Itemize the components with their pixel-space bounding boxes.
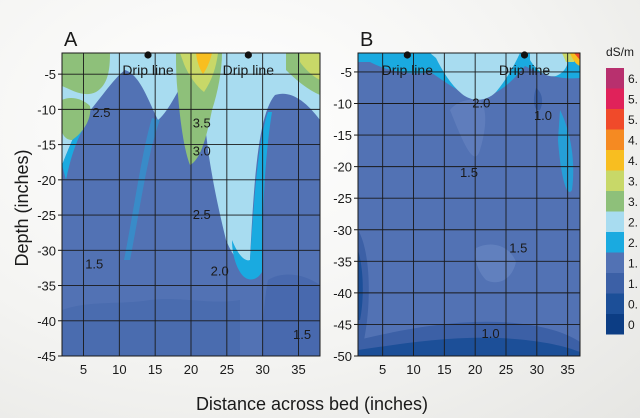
panel-a-contour-labels: 2.5 3.5 3.0 2.5 2.0 1.5 1.5 — [85, 105, 311, 342]
legend-label: 5. — [628, 113, 638, 127]
panel-a-y-tick-label: -30 — [37, 243, 56, 258]
legend-label: 1. — [628, 277, 638, 291]
x-axis-title: Distance across bed (inches) — [196, 394, 428, 414]
panel-b-y-tick-label: -10 — [333, 97, 352, 112]
contour-value-label: 2.0 — [211, 263, 229, 278]
panel-a-x-tick-label: 25 — [220, 362, 234, 377]
legend-label: 3. — [628, 175, 638, 189]
legend-label: 2. — [628, 236, 638, 250]
legend-swatch — [606, 109, 624, 130]
contour-value-label: 2.0 — [472, 96, 490, 111]
legend-label: 3. — [628, 195, 638, 209]
panel-a-y-tick-label: -25 — [37, 208, 56, 223]
drip-line-label: Drip line — [382, 62, 434, 78]
panel-a-y-tick-label: -20 — [37, 173, 56, 188]
colorbar-legend: dS/m 6. 5. 5. 4. 4. 3. 3. 2. 2. 1. 1. 0. 0 — [606, 45, 638, 335]
panel-b-x-tick-label: 30 — [530, 362, 544, 377]
panel-a-grid — [62, 53, 320, 357]
panel-a: 5 10 15 20 25 30 35-5-10-15-20-25-30-35-40-45 … — [37, 29, 321, 377]
contour-value-label: 3.5 — [193, 115, 211, 130]
panel-b-y-tick-label: -40 — [333, 286, 352, 301]
panel-a-y-tick-label: -40 — [37, 314, 56, 329]
panel-a-x-tick-label: 5 — [80, 362, 87, 377]
drip-line-label: Drip line — [499, 62, 551, 78]
panel-b-x-tick-label: 10 — [406, 362, 420, 377]
drip-line-marker — [144, 51, 152, 59]
legend-swatch — [606, 191, 624, 212]
panel-b-grid — [358, 53, 580, 357]
panel-b-y-tick-label: -20 — [333, 160, 352, 175]
drip-line-label: Drip line — [122, 62, 174, 78]
contour-value-label: 2.5 — [193, 207, 211, 222]
panel-b-axes: 5 10 15 20 25 30 35 -5 -10 -15 -20 -25 -30 -35 -40 -45 -… — [333, 65, 575, 377]
contour-value-label: 2.5 — [92, 105, 110, 120]
legend-swatch — [606, 88, 624, 109]
legend-swatch — [606, 232, 624, 253]
legend-label: 4. — [628, 154, 638, 168]
legend-swatch — [606, 129, 624, 150]
panel-b-y-tick-label: -45 — [333, 317, 352, 332]
panel-b-y-tick-label: -5 — [340, 65, 352, 80]
panel-b-x-tick-label: 15 — [437, 362, 451, 377]
panel-a-x-tick-label: 10 — [112, 362, 126, 377]
legend-swatch — [606, 293, 624, 314]
drip-line-marker — [403, 51, 411, 59]
legend-label: 0. — [628, 298, 638, 312]
contour-value-label: 1.0 — [534, 108, 552, 123]
panel-b-x-tick-label: 35 — [560, 362, 574, 377]
panel-a-label: A — [64, 29, 78, 51]
legend-swatch — [606, 273, 624, 294]
panel-b: 5 10 15 20 25 30 35 -5 -10 -15 -20 -25 -30 -35 -40 -45 -… — [333, 29, 581, 377]
panel-b-y-tick-label: -35 — [333, 254, 352, 269]
legend-swatch — [606, 150, 624, 171]
panel-a-y-tick-label: -10 — [37, 102, 56, 117]
panel-b-drip-lines: Drip line Drip line — [382, 51, 551, 78]
panel-b-label: B — [360, 29, 373, 51]
panel-b-y-tick-label: -50 — [333, 349, 352, 364]
panel-a-x-tick-label: 30 — [255, 362, 269, 377]
drip-line-marker — [244, 51, 252, 59]
legend-label: 1. — [628, 257, 638, 271]
legend-swatch — [606, 211, 624, 232]
legend-label: 2. — [628, 216, 638, 230]
panel-a-y-tick-label: -15 — [37, 138, 56, 153]
panel-a-x-tick-label: 15 — [148, 362, 162, 377]
panel-a-y-tick-label: -5 — [44, 67, 56, 82]
panel-b-y-tick-label: -15 — [333, 128, 352, 143]
panel-b-y-tick-label: -25 — [333, 191, 352, 206]
panel-b-contour-labels: 2.0 1.0 1.5 1.5 1.0 — [460, 96, 552, 341]
panel-a-axes: 5 10 15 20 25 30 35 -5 -10 -15 -20 -25 -30 -35 -40 -45 — [37, 67, 306, 377]
contour-value-label: 1.5 — [85, 256, 103, 271]
panel-a-x-tick-label: 20 — [184, 362, 198, 377]
drip-line-label: Drip line — [223, 62, 275, 78]
y-axis-title: Depth (inches) — [12, 149, 32, 266]
panel-a-y-tick-label: -45 — [37, 349, 56, 364]
contour-value-label: 1.5 — [460, 165, 478, 180]
panel-b-x-tick-label: 5 — [379, 362, 386, 377]
panel-b-y-tick-label: -30 — [333, 223, 352, 238]
contour-value-label: 1.5 — [509, 241, 527, 256]
legend-label: 4. — [628, 134, 638, 148]
legend-swatch — [606, 170, 624, 191]
panel-a-y-tick-label: -35 — [37, 279, 56, 294]
legend-label: 5. — [628, 93, 638, 107]
panel-b-x-tick-label: 25 — [499, 362, 513, 377]
legend-swatches: 6. 5. 5. 4. 4. 3. 3. 2. 2. 1. 1. 0. 0 — [606, 68, 638, 335]
legend-label: 6. — [628, 72, 638, 86]
legend-swatch — [606, 252, 624, 273]
panel-a-drip-lines: Drip line Drip line — [122, 51, 274, 78]
legend-swatch — [606, 314, 624, 335]
panel-b-contours — [358, 53, 580, 356]
legend-title: dS/m — [606, 45, 634, 59]
panel-a-x-tick-label: 35 — [291, 362, 305, 377]
contour-value-label: 1.0 — [482, 326, 500, 341]
drip-line-marker — [520, 51, 529, 59]
legend-label: 0 — [628, 318, 635, 332]
panel-b-x-tick-label: 20 — [468, 362, 482, 377]
contour-value-label: 3.0 — [193, 144, 211, 159]
contour-value-label: 1.5 — [293, 327, 311, 342]
legend-swatch — [606, 68, 624, 89]
